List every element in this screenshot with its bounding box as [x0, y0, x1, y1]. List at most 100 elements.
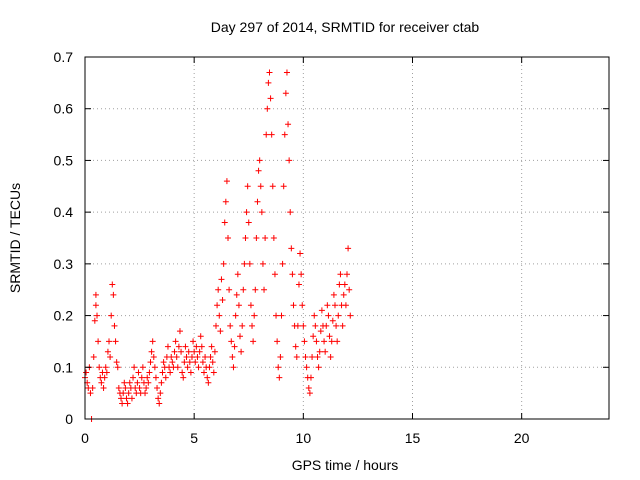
data-point [111, 322, 118, 329]
data-point [178, 348, 185, 355]
data-point [214, 302, 221, 309]
data-point [228, 338, 235, 345]
data-point [226, 286, 233, 293]
data-point [125, 390, 132, 397]
data-point [174, 364, 181, 371]
y-tick-label: 0 [65, 411, 73, 427]
data-point [112, 338, 119, 345]
data-point [121, 379, 128, 386]
data-point [268, 131, 275, 138]
data-point [94, 312, 101, 319]
data-point [277, 353, 284, 360]
data-point [98, 379, 105, 386]
data-point [334, 338, 341, 345]
data-point [89, 384, 96, 391]
data-point [331, 302, 338, 309]
data-point [323, 322, 330, 329]
data-point [169, 359, 176, 366]
data-point [181, 359, 188, 366]
data-point [299, 302, 306, 309]
data-point [294, 322, 301, 329]
data-points [82, 69, 354, 422]
data-point [101, 374, 108, 381]
data-point [249, 322, 256, 329]
data-point [123, 395, 130, 402]
x-tick-label: 10 [296, 430, 312, 446]
data-point [136, 384, 143, 391]
axis-ticks [84, 56, 609, 420]
data-point [104, 348, 111, 355]
data-point [155, 395, 162, 402]
data-point [240, 286, 247, 293]
data-point [187, 369, 194, 376]
data-point [229, 353, 236, 360]
data-point [184, 364, 191, 371]
data-point [126, 379, 133, 386]
data-point [207, 353, 214, 360]
data-point [297, 250, 304, 257]
data-point [306, 390, 313, 397]
data-point [286, 157, 293, 164]
data-point [162, 374, 169, 381]
data-point [266, 69, 273, 76]
data-point [90, 353, 97, 360]
data-point [143, 384, 150, 391]
data-point [311, 312, 318, 319]
data-point [139, 364, 146, 371]
data-point [190, 338, 197, 345]
data-point [171, 348, 178, 355]
data-point [230, 364, 237, 371]
data-point [325, 312, 332, 319]
data-point [293, 353, 300, 360]
data-point [205, 379, 212, 386]
data-point [179, 369, 186, 376]
data-point [110, 291, 117, 298]
data-point [186, 359, 193, 366]
data-point [241, 260, 248, 267]
data-point [246, 260, 253, 267]
y-tick-label: 0.2 [54, 308, 74, 324]
data-point [148, 348, 155, 355]
data-point [175, 343, 182, 350]
data-point [252, 286, 259, 293]
data-point [231, 343, 238, 350]
data-point [138, 374, 145, 381]
data-point [270, 235, 277, 241]
data-point [150, 353, 157, 360]
data-point [124, 400, 131, 407]
data-point [87, 390, 94, 397]
data-point [196, 348, 203, 355]
data-point [329, 317, 336, 324]
data-point [254, 198, 261, 205]
data-point [152, 374, 159, 381]
data-point [192, 359, 199, 366]
data-point [339, 322, 346, 329]
data-point [216, 312, 223, 319]
data-point [113, 359, 120, 366]
data-point [219, 297, 226, 304]
data-point [232, 312, 239, 319]
data-point [208, 343, 215, 350]
y-tick-label: 0.5 [54, 152, 74, 168]
data-point [298, 271, 305, 278]
data-point [188, 353, 195, 360]
data-point [276, 374, 283, 381]
data-point [173, 353, 180, 360]
data-point [337, 271, 344, 278]
data-point [172, 338, 179, 345]
data-point [269, 183, 276, 190]
data-point [156, 400, 163, 407]
data-point [289, 271, 296, 278]
data-point [322, 348, 329, 355]
data-point [263, 131, 270, 138]
data-point [92, 302, 99, 309]
data-point [102, 364, 109, 371]
x-tick-label: 15 [405, 430, 421, 446]
data-point [120, 390, 127, 397]
data-point [290, 302, 297, 309]
data-point [295, 281, 302, 288]
data-point [262, 235, 269, 241]
data-point [115, 384, 122, 391]
data-point [227, 322, 234, 329]
data-point [185, 348, 192, 355]
